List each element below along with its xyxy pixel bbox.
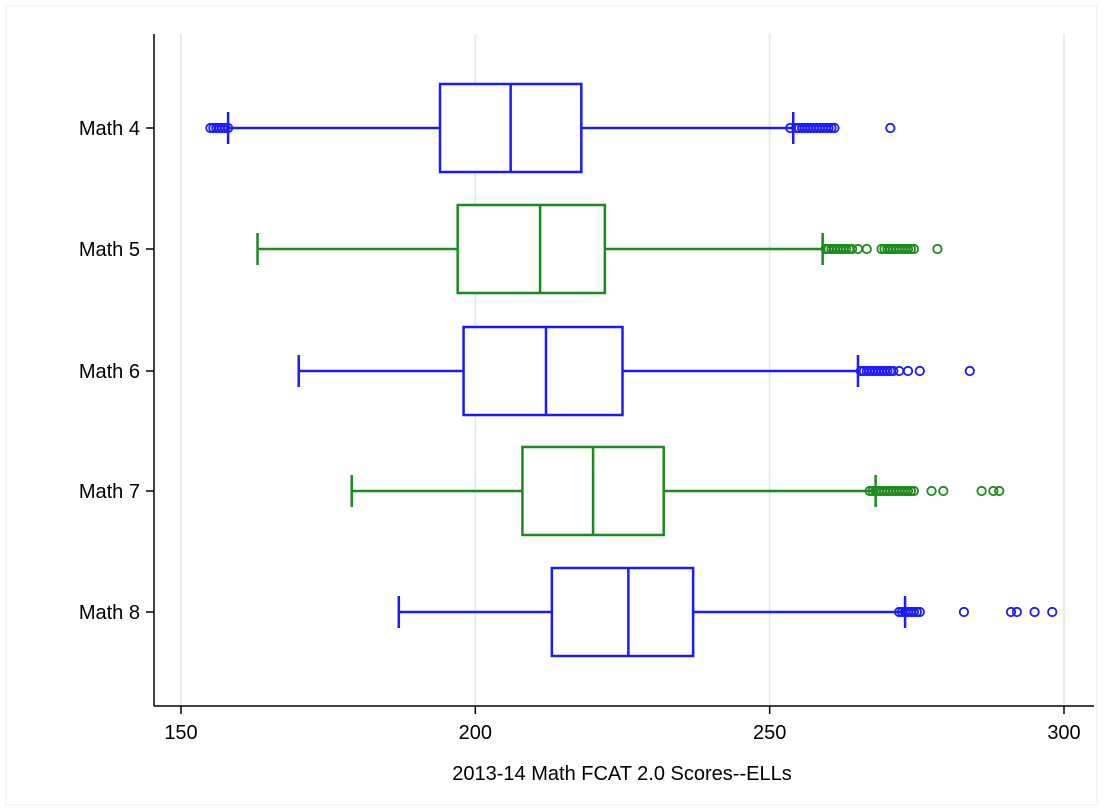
box-math-6: [297, 325, 975, 417]
outlier-point-math-8-12: [1047, 606, 1058, 618]
outlier-point-math-7-16: [926, 485, 937, 497]
outlier-point-math-7-14: [905, 485, 917, 497]
outlier-point-math-5-23: [908, 243, 919, 255]
iqr-box-math-5: [456, 203, 607, 295]
outlier-point-math-6-12: [894, 365, 905, 377]
box-math-5: [256, 203, 943, 295]
outlier-point-math-4-5: [220, 122, 231, 134]
iqr-box-math-6: [462, 325, 624, 417]
outlier-point-math-8-7: [914, 606, 925, 618]
category-label-math-7: Math 7: [79, 481, 140, 503]
x-tick-label-300: 300: [1047, 722, 1080, 744]
plot-border: [5, 5, 1098, 806]
outlier-point-math-7-17: [938, 485, 949, 497]
box-layer: [205, 82, 1058, 658]
outlier-point-math-7-19: [988, 485, 999, 497]
outlier-point-math-4-21: [829, 122, 840, 134]
outlier-point-math-6-13: [902, 365, 914, 377]
category-label-layer: Math 4 Math 5 Math 6 Math 7 Math 8: [79, 118, 154, 624]
outlier-point-math-4-19: [823, 122, 834, 134]
outlier-point-math-4-20: [826, 122, 837, 134]
outlier-point-math-8-11: [1029, 606, 1040, 618]
outlier-point-math-8-8: [958, 606, 970, 618]
outlier-point-math-5-21: [902, 243, 914, 255]
axis-layer: [153, 34, 1094, 707]
outlier-point-math-4-4: [217, 122, 228, 134]
category-label-math-4: Math 4: [79, 118, 140, 140]
outlier-point-math-5-9: [846, 243, 858, 255]
outlier-point-math-4-6: [222, 122, 234, 134]
outlier-point-math-6-11: [888, 365, 899, 377]
outlier-point-math-4-22: [885, 122, 896, 134]
box-math-7: [350, 445, 1005, 537]
category-label-math-5: Math 5: [79, 239, 140, 261]
box-math-4: [205, 82, 896, 174]
outlier-point-math-8-9: [1005, 606, 1017, 618]
outlier-point-math-5-24: [932, 243, 943, 255]
category-label-math-6: Math 6: [79, 361, 140, 383]
outlier-point-math-8-6: [911, 606, 922, 618]
outlier-point-math-7-18: [976, 485, 987, 497]
outlier-point-math-7-15: [908, 485, 919, 497]
outlier-point-math-5-10: [852, 243, 864, 255]
box-math-8: [397, 566, 1058, 658]
outlier-point-math-5-11: [861, 243, 872, 255]
x-axis-title: 2013-14 Math FCAT 2.0 Scores--ELLs: [452, 763, 791, 785]
outlier-point-math-8-5: [908, 606, 919, 618]
outlier-point-math-7-13: [902, 485, 914, 497]
iqr-box-math-8: [550, 566, 695, 658]
outlier-point-math-6-15: [964, 365, 975, 377]
outlier-point-math-8-10: [1011, 606, 1023, 618]
outlier-point-math-6-14: [914, 365, 925, 377]
tick-layer: 150 200 250 300: [164, 706, 1081, 744]
x-tick-label-250: 250: [753, 722, 786, 744]
outlier-point-math-5-7: [841, 243, 852, 255]
x-tick-label-200: 200: [459, 722, 492, 744]
outlier-point-math-7-20: [994, 485, 1005, 497]
outlier-point-math-5-22: [905, 243, 917, 255]
x-tick-label-150: 150: [164, 722, 197, 744]
category-label-math-8: Math 8: [79, 602, 140, 624]
outlier-point-math-6-9: [882, 365, 893, 377]
